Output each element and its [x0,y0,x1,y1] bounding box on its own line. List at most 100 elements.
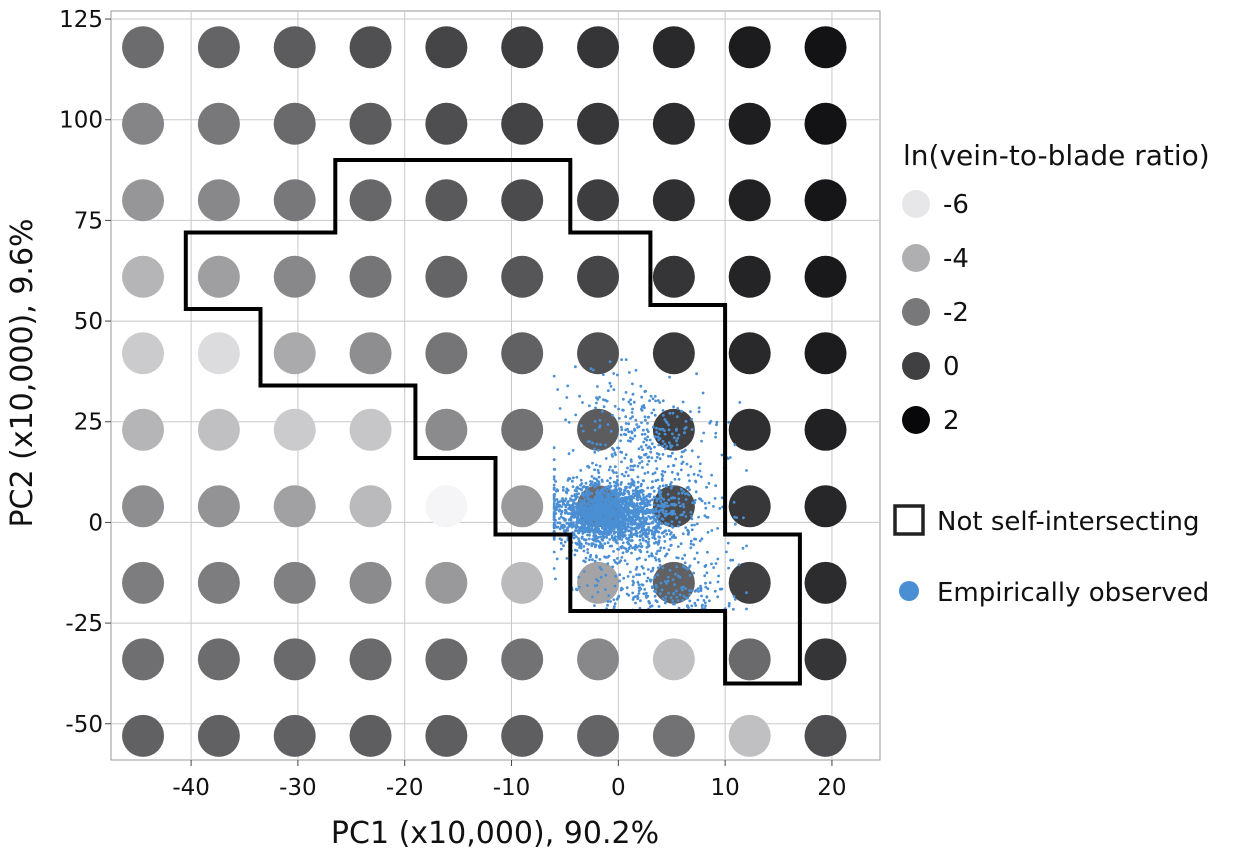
observed-point [644,530,648,534]
observed-point [591,441,594,445]
legend-shade-swatch [902,244,930,272]
observed-point [639,384,643,388]
observed-point [558,521,562,525]
observed-point [624,391,628,394]
observed-point [671,599,675,603]
observed-point [669,596,673,600]
observed-point [688,479,691,483]
observed-point [696,561,700,564]
observed-point [631,437,635,441]
observed-point [649,578,653,582]
observed-point [606,541,610,545]
observed-point [690,517,694,521]
observed-point [646,471,650,474]
observed-point [686,533,690,536]
observed-point [575,475,579,479]
observed-point [718,507,722,510]
observed-point [595,491,598,494]
observed-point [644,519,648,523]
observed-point [644,443,648,447]
observed-point [651,425,655,429]
observed-point [650,411,654,415]
observed-point [716,580,720,584]
observed-point [617,407,620,411]
observed-point [642,496,645,500]
observed-point [599,490,603,494]
observed-point [682,490,685,493]
observed-point [652,526,656,529]
shade-dot [577,255,620,298]
observed-point [601,373,605,376]
observed-point [702,599,706,602]
observed-point [676,545,680,548]
observed-point [616,528,620,531]
observed-point [660,517,664,521]
observed-point [657,513,661,517]
observed-point [579,544,582,548]
observed-point [610,515,614,519]
observed-point [644,558,647,562]
observed-point [644,594,648,598]
observed-point [552,537,556,541]
observed-point [710,562,713,566]
observed-point [586,495,589,499]
observed-point [733,515,736,519]
shade-dot [425,561,468,604]
observed-point [630,411,634,414]
observed-point [602,517,605,521]
observed-point [643,437,647,440]
observed-point [645,504,649,508]
observed-point [681,400,685,404]
observed-point [657,497,661,500]
observed-point [659,508,662,512]
observed-point [622,576,626,580]
observed-point [597,448,600,452]
observed-point [651,472,655,476]
observed-point [685,462,689,466]
observed-point [622,531,626,534]
observed-point [631,591,635,595]
observed-point [614,504,617,508]
observed-point [615,538,618,542]
observed-point [622,408,625,412]
x-axis: -40 -30 -20 -10 0 10 20 [172,760,847,801]
observed-point [653,589,656,593]
observed-point [632,481,636,484]
observed-point [643,472,647,475]
observed-point [673,496,677,500]
observed-point [626,505,630,508]
observed-point [737,563,741,567]
observed-point [672,436,676,440]
observed-point [688,599,692,603]
observed-point [703,601,707,605]
observed-point [629,544,632,548]
observed-point [682,594,686,598]
observed-point [588,555,592,559]
observed-point [715,420,719,424]
observed-point [682,510,686,514]
observed-point [552,496,556,500]
observed-point [681,460,685,464]
shade-dot [652,714,695,757]
observed-point [598,531,601,535]
observed-point [667,591,670,595]
observed-point [693,523,696,527]
observed-point [666,492,670,496]
observed-point [613,511,616,515]
observed-point [580,502,584,506]
observed-point [699,584,702,588]
observed-point [577,575,581,579]
observed-point [663,418,667,421]
observed-point [636,580,640,584]
shade-dot [577,26,620,69]
observed-point [658,437,662,440]
shade-dot [652,102,695,145]
shade-dot [501,561,544,604]
observed-point [598,566,602,569]
observed-point [588,404,591,408]
observed-point [594,463,598,467]
observed-point [609,429,613,433]
observed-point [606,423,610,426]
observed-point [561,497,564,500]
observed-point [595,518,599,522]
